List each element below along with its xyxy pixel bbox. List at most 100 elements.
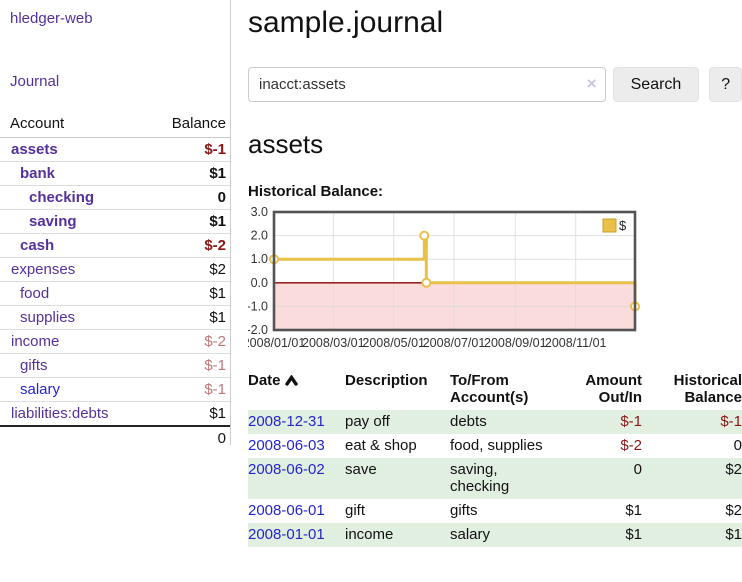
account-row: bank $1 [0, 162, 230, 186]
account-balance: $-1 [204, 141, 226, 158]
transaction-amount-cell: $-2 [620, 437, 642, 454]
svg-text:2008/05/01: 2008/05/01 [362, 336, 425, 350]
account-link-liabilities-debts[interactable]: liabilities:debts [11, 405, 109, 422]
transaction-row: 2008-01-01 income salary $1 $1 [248, 523, 742, 547]
account-row: supplies $1 [0, 306, 230, 330]
svg-text:1.0: 1.0 [251, 252, 268, 266]
svg-text:0.0: 0.0 [251, 276, 268, 290]
help-button[interactable]: ? [709, 67, 742, 102]
account-row: gifts $-1 [0, 354, 230, 378]
account-balance: $1 [209, 165, 226, 182]
account-heading: assets [248, 129, 324, 159]
account-balance: $-1 [204, 381, 226, 398]
transaction-accounts-cell: gifts [450, 502, 478, 519]
historical-balance-chart: 3.0 2.0 1.0 0.0 -1.0 -2.0 2008/01/01 2008/03/01… [243, 205, 742, 356]
account-row: food $1 [0, 282, 230, 306]
account-balance: $2 [209, 261, 226, 278]
account-row: saving $1 [0, 210, 230, 234]
account-row: salary $-1 [0, 378, 230, 402]
transaction-date-cell: 2008-06-02 [248, 458, 345, 499]
transaction-balance-cell: $1 [725, 526, 742, 543]
accounts-header-account: Account [10, 115, 65, 132]
accounts-header-balance: Balance [171, 115, 226, 132]
column-header-description: Description [345, 372, 428, 389]
account-link-checking[interactable]: checking [29, 189, 95, 206]
transactions-table: Date Description To/From Account(s) Amou… [248, 370, 742, 547]
transaction-date-link[interactable]: 2008-01-01 [248, 526, 325, 543]
account-balance: $-1 [204, 357, 226, 374]
transaction-accounts-cell: food, supplies [450, 437, 543, 454]
account-link-assets[interactable]: assets [11, 141, 58, 158]
transaction-amount-cell: $1 [625, 526, 642, 543]
transaction-description-cell: income [345, 526, 394, 543]
page-title: sample.journal [248, 6, 444, 39]
transaction-date-link[interactable]: 2008-12-31 [248, 413, 325, 430]
transaction-date-link[interactable]: 2008-06-02 [248, 461, 325, 478]
account-balance: $1 [209, 285, 226, 302]
account-link-bank[interactable]: bank [20, 165, 56, 182]
sidebar: hledger-web Journal Account Balance asse… [0, 0, 231, 447]
svg-text:-2.0: -2.0 [248, 323, 268, 337]
search-button[interactable]: Search [612, 67, 700, 102]
transaction-amount-cell: $1 [625, 502, 642, 519]
transaction-date-link[interactable]: 2008-06-01 [248, 502, 325, 519]
transaction-description-cell: eat & shop [345, 437, 417, 454]
account-row: income $-2 [0, 330, 230, 354]
account-link-expenses[interactable]: expenses [11, 261, 76, 278]
transaction-date-cell: 2008-01-01 [248, 523, 345, 547]
legend-label: $ [619, 218, 627, 233]
accounts-table-header: Account Balance [0, 112, 230, 138]
transaction-accounts-cell: debts [450, 413, 487, 430]
account-balance: $-2 [204, 237, 226, 254]
svg-text:2008/07/01: 2008/07/01 [423, 336, 486, 350]
search-form: × Search ? [248, 67, 742, 102]
account-link-saving[interactable]: saving [29, 213, 77, 230]
transaction-row: 2008-06-03 eat & shop food, supplies $-2 0 [248, 434, 742, 458]
transaction-date-link[interactable]: 2008-06-03 [248, 437, 325, 454]
transaction-accounts-cell: saving, checking [450, 461, 510, 495]
transaction-row: 2008-06-01 gift gifts $1 $2 [248, 499, 742, 523]
sort-ascending-icon [284, 373, 298, 390]
account-balance: $1 [209, 309, 226, 326]
transaction-balance-cell: $2 [725, 502, 742, 519]
transaction-amount-cell: $-1 [620, 413, 642, 430]
column-header-amount: Amount Out/In [585, 372, 642, 406]
accounts-total-row: 0 [0, 425, 230, 447]
clear-search-icon[interactable]: × [586, 74, 597, 93]
search-input[interactable] [248, 67, 606, 102]
transaction-row: 2008-12-31 pay off debts $-1 $-1 [248, 410, 742, 434]
account-balance: $1 [209, 405, 226, 422]
sidebar-item-journal[interactable]: Journal [10, 73, 60, 90]
transaction-date-cell: 2008-06-03 [248, 434, 345, 458]
main-content: sample.journal × Search ? assets Histori… [243, 0, 742, 547]
account-link-food[interactable]: food [20, 285, 50, 302]
transaction-date-cell: 2008-06-01 [248, 499, 345, 523]
account-link-salary[interactable]: salary [20, 381, 61, 398]
svg-text:2.0: 2.0 [251, 229, 268, 243]
chart-heading: Historical Balance: [248, 183, 384, 200]
transaction-balance-cell: 0 [733, 437, 742, 454]
transaction-balance-cell: $2 [725, 461, 742, 478]
account-link-supplies[interactable]: supplies [20, 309, 76, 326]
transaction-accounts-cell: salary [450, 526, 491, 543]
transaction-description-cell: gift [345, 502, 366, 519]
search-box: × [248, 67, 606, 102]
accounts-total-value: 0 [217, 430, 226, 447]
transaction-row: 2008-06-02 save saving, checking 0 $2 [248, 458, 742, 499]
account-link-income[interactable]: income [11, 333, 60, 350]
svg-text:2008/11/01: 2008/11/01 [545, 336, 607, 350]
column-header-date[interactable]: Date [248, 370, 345, 410]
legend-swatch [602, 218, 617, 233]
column-header-accounts: To/From Account(s) [450, 372, 529, 406]
account-row: assets $-1 [0, 138, 230, 162]
chart-canvas: 3.0 2.0 1.0 0.0 -1.0 -2.02008/01/012008/03/01… [243, 205, 640, 350]
app-title-link[interactable]: hledger-web [10, 10, 93, 27]
transactions-header-row: Date Description To/From Account(s) Amou… [248, 370, 742, 410]
account-row: expenses $2 [0, 258, 230, 282]
transaction-date-cell: 2008-12-31 [248, 410, 345, 434]
data-point-marker [421, 277, 432, 288]
account-link-cash[interactable]: cash [20, 237, 55, 254]
account-balance: 0 [217, 189, 226, 206]
account-link-gifts[interactable]: gifts [20, 357, 48, 374]
